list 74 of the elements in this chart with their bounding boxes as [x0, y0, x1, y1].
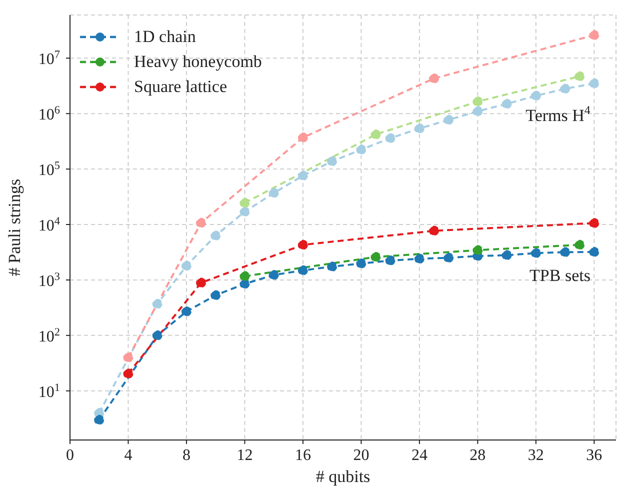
y-tick-label: 10$^{4}$	[38, 216, 60, 235]
point	[502, 250, 512, 260]
point	[152, 330, 162, 340]
point	[429, 73, 439, 84]
point	[123, 368, 134, 379]
x-tick-label: 28	[470, 447, 486, 464]
point	[196, 218, 206, 228]
point	[472, 96, 483, 107]
point	[210, 230, 221, 241]
point	[370, 252, 381, 262]
point	[589, 78, 600, 88]
point	[589, 246, 600, 257]
point	[429, 226, 439, 236]
x-tick-label: 0	[66, 447, 74, 464]
point	[530, 90, 541, 101]
x-tick-label: 4	[124, 447, 132, 464]
legend-label: Heavy honeycomb	[134, 52, 262, 72]
point	[414, 254, 424, 264]
point	[444, 114, 454, 125]
annotation: Terms H$^{4}$	[526, 103, 590, 125]
x-tick-label: 20	[353, 447, 370, 464]
y-tick-label: 10$^{2}$	[38, 326, 60, 346]
point	[327, 262, 338, 272]
point	[298, 265, 308, 276]
x-tick-label: 16	[294, 447, 311, 464]
x-axis-title: # qubits	[316, 467, 370, 486]
x-tick-label: 32	[528, 447, 544, 464]
point	[240, 198, 250, 208]
point	[298, 240, 308, 250]
x-tick-label: 24	[411, 447, 428, 464]
legend-label: Square lattice	[134, 76, 227, 96]
point	[196, 278, 206, 288]
point	[560, 84, 570, 94]
point	[574, 240, 585, 250]
x-tick-label: 8	[182, 447, 190, 464]
point	[298, 170, 308, 181]
point	[370, 129, 381, 140]
point	[385, 256, 396, 266]
point	[574, 71, 585, 82]
point	[181, 260, 192, 271]
point	[240, 206, 250, 217]
point	[268, 188, 279, 198]
point	[502, 98, 512, 109]
point	[210, 290, 221, 300]
y-tick-label: 10$^{6}$	[38, 104, 60, 124]
x-tick-label: 12	[236, 447, 253, 464]
point	[444, 252, 454, 263]
point	[589, 218, 600, 228]
point	[472, 106, 483, 116]
point	[123, 352, 134, 362]
point	[530, 248, 541, 258]
y-tick-label: 10$^{1}$	[38, 382, 60, 401]
point	[94, 414, 104, 425]
point	[414, 123, 424, 134]
y-tick-label: 10$^{5}$	[38, 160, 60, 180]
point	[356, 144, 366, 155]
point	[385, 133, 396, 144]
point	[472, 245, 483, 256]
legend-label: 1D chain	[134, 26, 196, 46]
point	[240, 278, 250, 289]
point	[268, 270, 279, 280]
y-tick-label: 10$^{7}$	[38, 49, 60, 68]
point	[356, 258, 366, 269]
point	[298, 132, 308, 143]
y-axis-title: # Pauli strings	[5, 178, 24, 276]
point	[327, 156, 338, 166]
x-tick-label: 36	[586, 447, 602, 464]
annotation: TPB sets	[530, 266, 590, 285]
point	[181, 306, 192, 316]
point	[589, 30, 600, 40]
point	[152, 298, 162, 309]
point	[560, 247, 570, 258]
point	[240, 271, 250, 282]
y-tick-label: 10$^{3}$	[38, 270, 60, 290]
